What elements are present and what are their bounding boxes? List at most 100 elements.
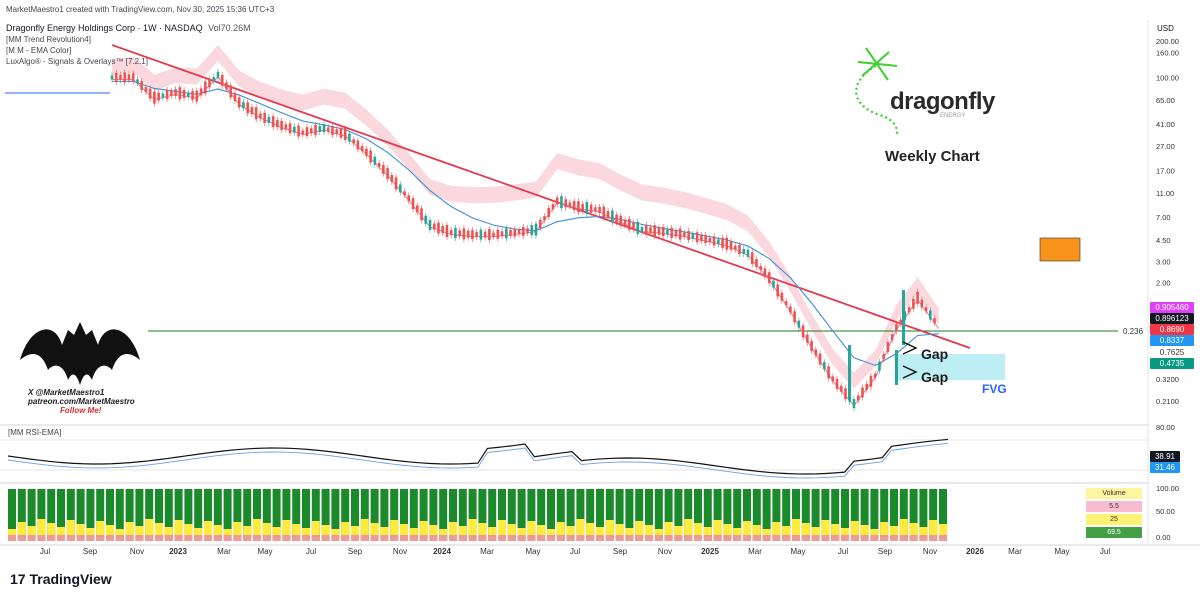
volume-bar [939, 535, 947, 541]
candle-body [318, 126, 322, 133]
volume-bar [792, 535, 800, 541]
time-tick: Mar [748, 547, 762, 556]
price-tick: 100.00 [1156, 73, 1179, 82]
volume-bar [409, 535, 418, 541]
volume-bar [772, 522, 781, 535]
candle-body [902, 290, 905, 345]
candle-body [721, 237, 724, 248]
volume-bar [850, 521, 859, 535]
candle-body [814, 349, 818, 356]
candle-body [678, 228, 682, 240]
volume-bar [890, 535, 898, 541]
candle-body [763, 268, 767, 278]
volume-bar [311, 489, 320, 541]
symbol-title[interactable]: Dragonfly Energy Holdings Corp · 1W · NA… [6, 23, 203, 33]
candle-body [225, 82, 228, 90]
volume-bar [468, 489, 477, 541]
candle-body [479, 229, 483, 240]
candle-body [513, 228, 517, 237]
candle-body [237, 97, 241, 108]
volume-bar [488, 535, 497, 541]
candle-body [534, 223, 538, 236]
rsi-value-blue: 31.46 [1150, 462, 1180, 473]
candle-body [895, 323, 898, 332]
volume-bar [919, 527, 928, 535]
volume-bar [605, 489, 614, 541]
candle-body [623, 219, 627, 226]
volume-bar [478, 489, 487, 541]
volume-bar [8, 489, 16, 541]
brand-patreon: patreon.com/MarketMaestro [28, 397, 135, 406]
price-tag: 0.4735 [1150, 358, 1194, 369]
candle-body [424, 215, 428, 224]
price-tick: 27.00 [1156, 142, 1175, 151]
rsi-label[interactable]: [MM RSI-EMA] [8, 428, 62, 437]
volume-bar [684, 535, 693, 541]
volume-bar [517, 489, 526, 541]
volume-bar [135, 535, 144, 541]
volume-bar [213, 525, 222, 535]
indicator-2[interactable]: [M M - EMA Color] [6, 46, 72, 55]
volume-bar [654, 535, 663, 541]
volume-bar [547, 489, 555, 541]
volume-bar [272, 535, 281, 541]
volume-bar [47, 535, 56, 541]
candle-body [314, 124, 317, 135]
candle-body [331, 126, 334, 136]
volume-bar [204, 535, 212, 541]
volume-bar [145, 535, 154, 541]
candle-body [492, 232, 495, 237]
volume-bar [586, 523, 595, 535]
volume-bar [537, 489, 546, 541]
volume-bar [772, 489, 781, 541]
volume-bar [870, 489, 879, 541]
volume-bar [694, 489, 702, 541]
volume-bar [713, 520, 722, 535]
candle-body [293, 126, 296, 133]
candle-body [526, 228, 529, 234]
candle-body [602, 206, 606, 218]
volume-bar [213, 489, 222, 541]
volume-bar [458, 535, 467, 541]
volume-bar [292, 524, 301, 535]
volume-bar [458, 526, 467, 535]
volume-bar [341, 489, 350, 541]
volume-bar [400, 524, 408, 535]
volume-bar [880, 522, 889, 535]
volume-bar [37, 489, 46, 541]
candle-body [297, 125, 300, 137]
volume-bar [801, 535, 810, 541]
time-tick: May [790, 547, 805, 556]
candle-body [301, 130, 305, 135]
candle-body [466, 230, 470, 238]
volume-bar [576, 535, 585, 541]
volume-bar [331, 529, 340, 535]
candle-body [483, 231, 487, 238]
time-tick: Jul [838, 547, 848, 556]
volume-bar [282, 520, 291, 535]
candle-body [288, 123, 292, 134]
candle-body [920, 299, 924, 308]
candle-body [848, 345, 851, 400]
volume-bar [76, 524, 85, 535]
candle-body [772, 280, 775, 288]
indicator-1[interactable]: [MM Trend Revolution4] [6, 35, 91, 44]
candle-body [661, 227, 665, 237]
indicator-3[interactable]: LuxAlgo® - Signals & Overlays™ [7.2.1] [6, 57, 148, 66]
volume-bar [909, 489, 918, 541]
volume-bar [351, 526, 359, 535]
price-tick: 7.00 [1156, 213, 1171, 222]
candle-body [348, 133, 351, 142]
ema-line [112, 80, 939, 367]
gap-arrow-icon [902, 341, 918, 355]
volume-bar [17, 489, 26, 541]
rsi-panel: 80.00 [0, 423, 1175, 479]
volume-bar [762, 489, 771, 541]
volume-bar [899, 519, 908, 535]
price-tag: 0.8337 [1150, 335, 1194, 346]
volume-bar [615, 535, 624, 541]
volume-bar [517, 528, 526, 535]
candle-body [759, 265, 763, 270]
tradingview-logo[interactable]: 17 TradingView [10, 571, 112, 587]
volume-bar [713, 489, 722, 541]
